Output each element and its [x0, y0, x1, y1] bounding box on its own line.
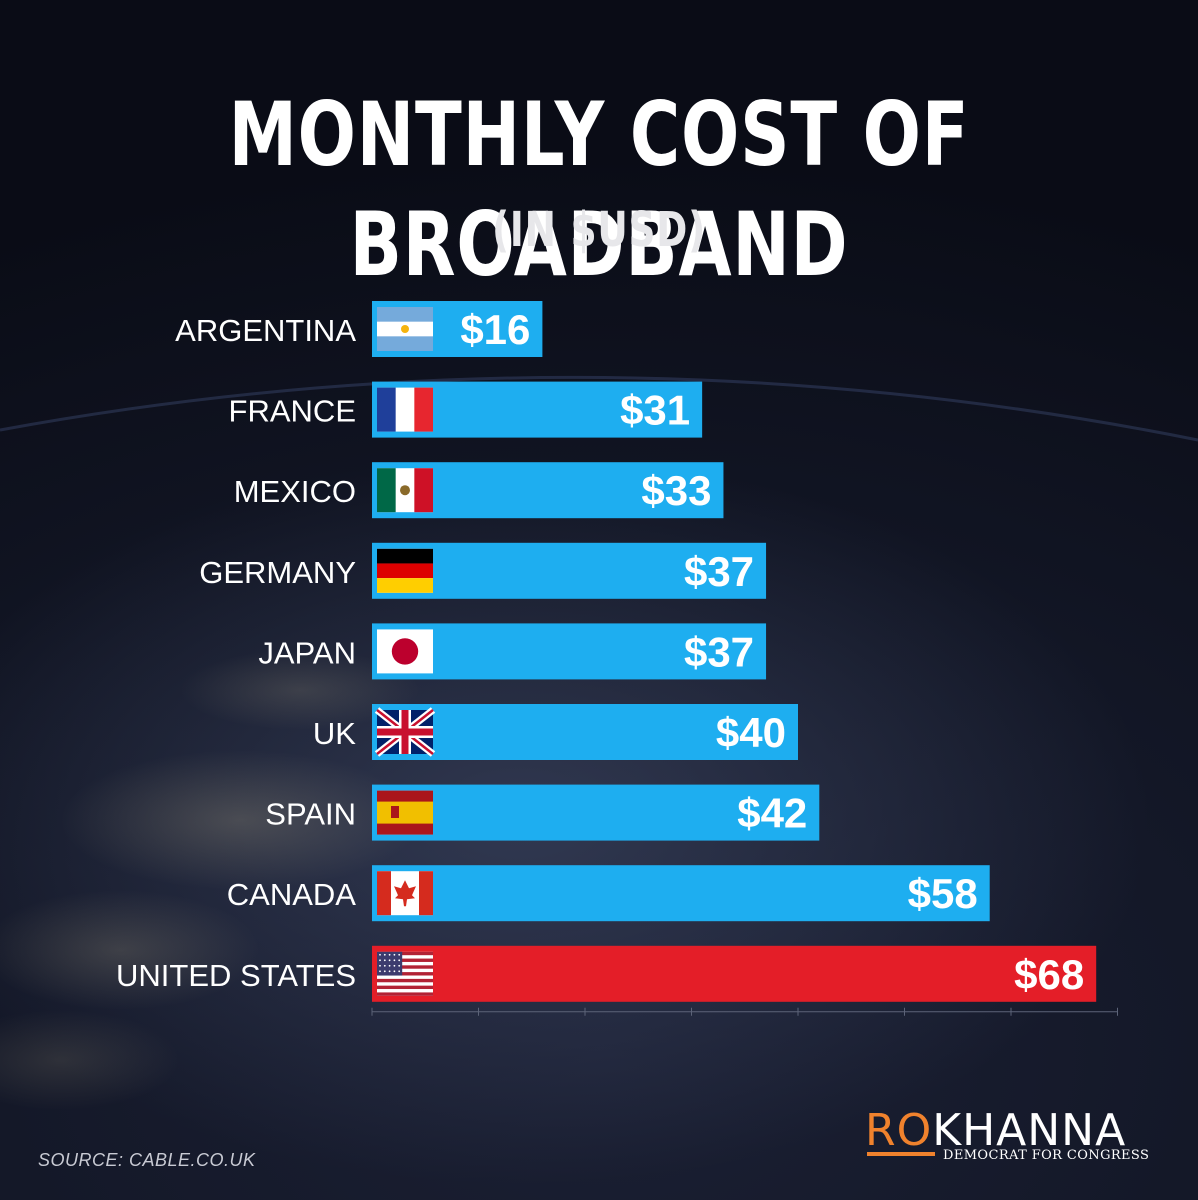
chart-title: MONTHLY COST OF BROADBAND [228, 83, 970, 296]
flag-mexico-icon [377, 468, 433, 513]
flag-france-icon [377, 387, 433, 432]
bar-germany [372, 542, 767, 599]
flag-spain-icon [377, 790, 433, 835]
flag-argentina-icon [377, 307, 433, 351]
data-label: $37 [684, 628, 754, 675]
source-note: SOURCE: CABLE.CO.UK [38, 1150, 256, 1170]
data-label: $33 [641, 467, 711, 514]
bar-spain [372, 784, 820, 841]
flag-uk-icon [374, 707, 436, 757]
flag-usa-icon [377, 951, 433, 996]
data-label: $31 [620, 387, 690, 434]
bar-uk [372, 704, 798, 760]
data-label: $42 [737, 790, 807, 837]
data-label: $37 [684, 548, 754, 595]
chart-subtitle: (IN $USD) [491, 202, 707, 258]
category-label: UNITED STATES [116, 958, 356, 993]
flag-canada-icon [377, 871, 433, 916]
category-label: ARGENTINA [175, 313, 356, 348]
category-label: GERMANY [199, 555, 356, 590]
data-label: $16 [460, 306, 530, 353]
category-label: SPAIN [265, 797, 356, 832]
category-label: JAPAN [258, 635, 356, 670]
bar-japan [372, 623, 767, 680]
data-label: $40 [716, 709, 786, 756]
campaign-logo: ROKHANNA DEMOCRAT FOR CONGRESS [865, 1108, 1165, 1168]
logo-name: ROKHANNA [865, 1108, 1165, 1154]
logo-khanna: KHANNA [932, 1105, 1127, 1156]
data-label: $68 [1014, 951, 1084, 998]
bar-canada [372, 865, 990, 922]
logo-underline [867, 1152, 935, 1156]
bar-united-states [372, 945, 1097, 1002]
flag-germany-icon [377, 548, 433, 593]
logo-ro: RO [865, 1105, 933, 1156]
logo-tagline: DEMOCRAT FOR CONGRESS [943, 1148, 1150, 1163]
category-label: MEXICO [234, 474, 356, 509]
data-label: $58 [908, 870, 978, 917]
category-label: FRANCE [229, 394, 356, 429]
category-label: UK [313, 716, 356, 751]
flag-japan-icon [377, 629, 433, 674]
category-label: CANADA [227, 877, 357, 912]
